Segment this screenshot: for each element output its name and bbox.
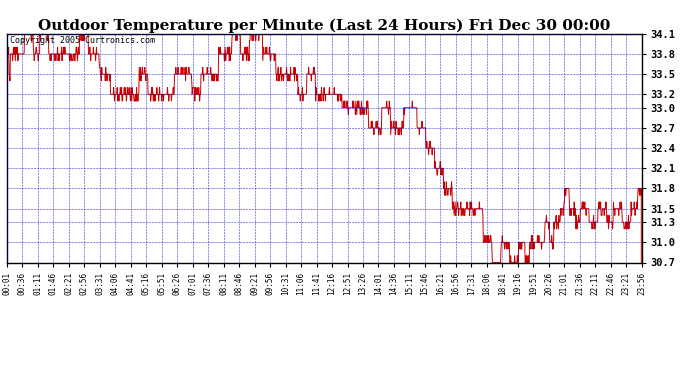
- Title: Outdoor Temperature per Minute (Last 24 Hours) Fri Dec 30 00:00: Outdoor Temperature per Minute (Last 24 …: [38, 18, 611, 33]
- Text: Copyright 2005 Curtronics.com: Copyright 2005 Curtronics.com: [10, 36, 155, 45]
